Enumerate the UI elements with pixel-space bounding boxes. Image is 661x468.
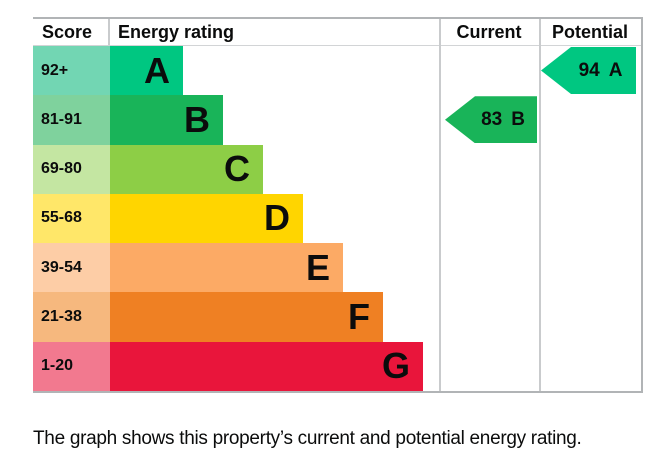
band-row-g: 1-20 G <box>33 341 439 391</box>
current-column-divider <box>439 19 441 391</box>
rating-bar: F <box>110 292 383 342</box>
potential-band-letter: A <box>608 59 623 81</box>
band-letter: D <box>264 197 290 239</box>
rating-bar: G <box>110 341 423 391</box>
band-letter: A <box>144 49 170 91</box>
band-letter: E <box>305 246 330 288</box>
band-row-a: 92+ A <box>33 46 439 96</box>
score-header-divider <box>108 19 110 45</box>
energy-rating-chart: Score Energy rating Current Potential 92… <box>33 17 643 393</box>
chart-header-row: Score Energy rating Current Potential <box>33 19 641 46</box>
score-cell: 1-20 <box>33 341 110 391</box>
band-row-e: 39-54 E <box>33 243 439 293</box>
energy-rating-column-header: Energy rating <box>118 21 235 42</box>
potential-rating-arrow: 94 A <box>541 47 636 94</box>
score-cell: 39-54 <box>33 243 110 293</box>
potential-column-divider <box>539 19 541 391</box>
score-cell: 92+ <box>33 46 110 96</box>
potential-score-value: 94 <box>578 59 600 81</box>
current-band-letter: B <box>511 108 525 130</box>
potential-column-header: Potential <box>551 21 628 42</box>
band-row-f: 21-38 F <box>33 292 439 342</box>
band-letter: G <box>381 345 410 387</box>
band-letter: B <box>184 98 210 140</box>
current-score-value: 83 <box>481 108 503 130</box>
band-letter: F <box>348 296 370 338</box>
current-column-header: Current <box>456 21 522 42</box>
score-cell: 55-68 <box>33 193 110 244</box>
score-cell: 81-91 <box>33 95 110 145</box>
band-row-d: 55-68 D <box>33 193 439 244</box>
rating-bar: C <box>110 144 263 194</box>
chart-caption: The graph shows this property’s current … <box>33 428 582 449</box>
rating-bar: A <box>110 46 183 96</box>
score-cell: 69-80 <box>33 144 110 194</box>
score-column-header: Score <box>42 21 93 42</box>
current-rating-arrow: 83 B <box>445 96 537 144</box>
rating-bar: E <box>110 243 343 293</box>
band-row-c: 69-80 C <box>33 144 439 194</box>
rating-bar: B <box>110 95 223 145</box>
score-cell: 21-38 <box>33 292 110 342</box>
band-letter: C <box>224 148 250 190</box>
rating-bar: D <box>110 193 303 244</box>
rating-bands: 92+ A 81-91 B 69-80 C 55-68 D 39-54 E 21… <box>33 46 439 391</box>
band-row-b: 81-91 B <box>33 95 439 145</box>
